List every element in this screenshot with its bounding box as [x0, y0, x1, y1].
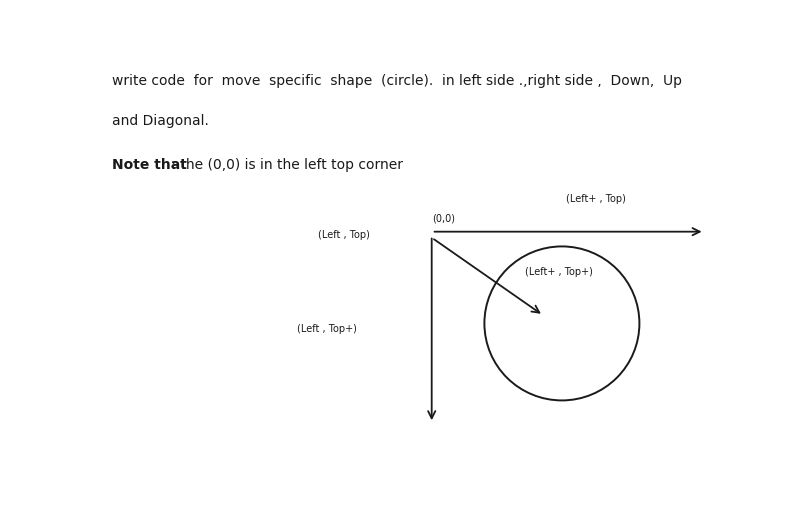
Text: (Left+ , Top+): (Left+ , Top+) [525, 267, 593, 277]
Text: and Diagonal.: and Diagonal. [112, 114, 210, 128]
Text: write code  for  move  specific  shape  (circle).  in left side .,right side ,  : write code for move specific shape (circ… [112, 74, 682, 88]
Text: : the (0,0) is in the left top corner: : the (0,0) is in the left top corner [167, 158, 403, 172]
Text: (Left , Top+): (Left , Top+) [298, 324, 358, 335]
Text: (Left , Top): (Left , Top) [318, 229, 370, 240]
Text: Note that: Note that [112, 158, 187, 172]
Text: (Left+ , Top): (Left+ , Top) [566, 194, 626, 204]
Text: (0,0): (0,0) [432, 214, 454, 224]
